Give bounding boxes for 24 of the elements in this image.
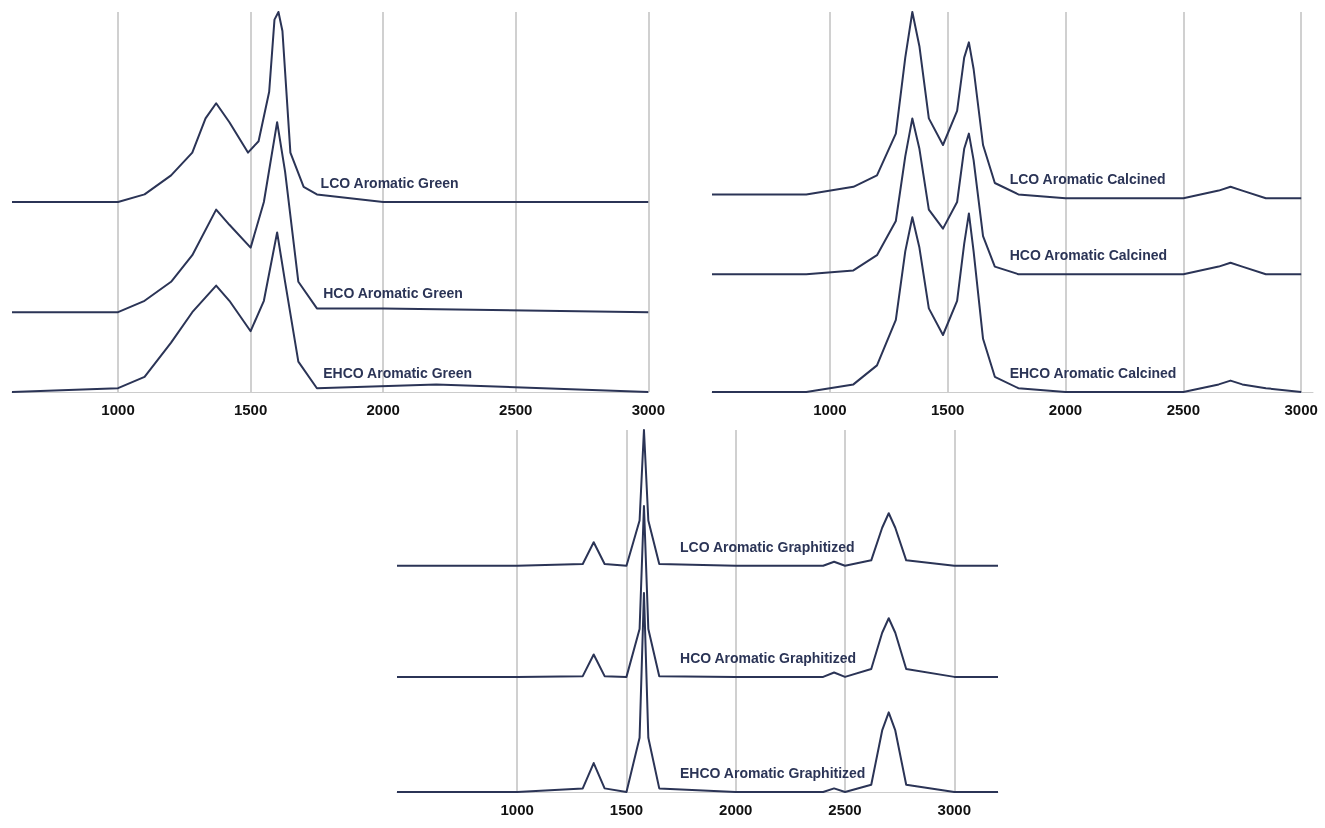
series-label: EHCO Aromatic Graphitized (680, 765, 866, 781)
x-tick-label: 1000 (101, 401, 135, 418)
x-tick-label: 2000 (1048, 401, 1083, 418)
x-tick-label: 3000 (1284, 401, 1318, 418)
series-label: LCO Aromatic Green (320, 175, 459, 191)
x-tick-label: 2500 (1166, 401, 1201, 418)
x-tick-label: 3000 (631, 401, 665, 418)
x-tick-label: 2000 (719, 801, 753, 818)
x-tick-label: 2000 (366, 401, 400, 418)
x-tick-label: 1500 (609, 801, 644, 818)
series-label: EHCO Aromatic Calcined (1009, 365, 1177, 381)
x-tick-label: 1500 (233, 401, 268, 418)
x-tick-label: 2500 (828, 801, 862, 818)
series-label: LCO Aromatic Calcined (1009, 171, 1166, 188)
series-label: HCO Aromatic Graphitized (680, 649, 857, 666)
x-tick-label: 2500 (499, 401, 533, 418)
x-tick-label: 1000 (813, 401, 847, 418)
series-label: LCO Aromatic Graphitized (680, 538, 855, 555)
series-label: HCO Aromatic Green (323, 285, 463, 302)
series-label: HCO Aromatic Calcined (1009, 247, 1168, 264)
series-label: EHCO Aromatic Green (323, 365, 473, 381)
x-tick-label: 1500 (931, 401, 965, 418)
x-tick-label: 3000 (937, 801, 971, 818)
x-tick-label: 1000 (500, 801, 534, 818)
